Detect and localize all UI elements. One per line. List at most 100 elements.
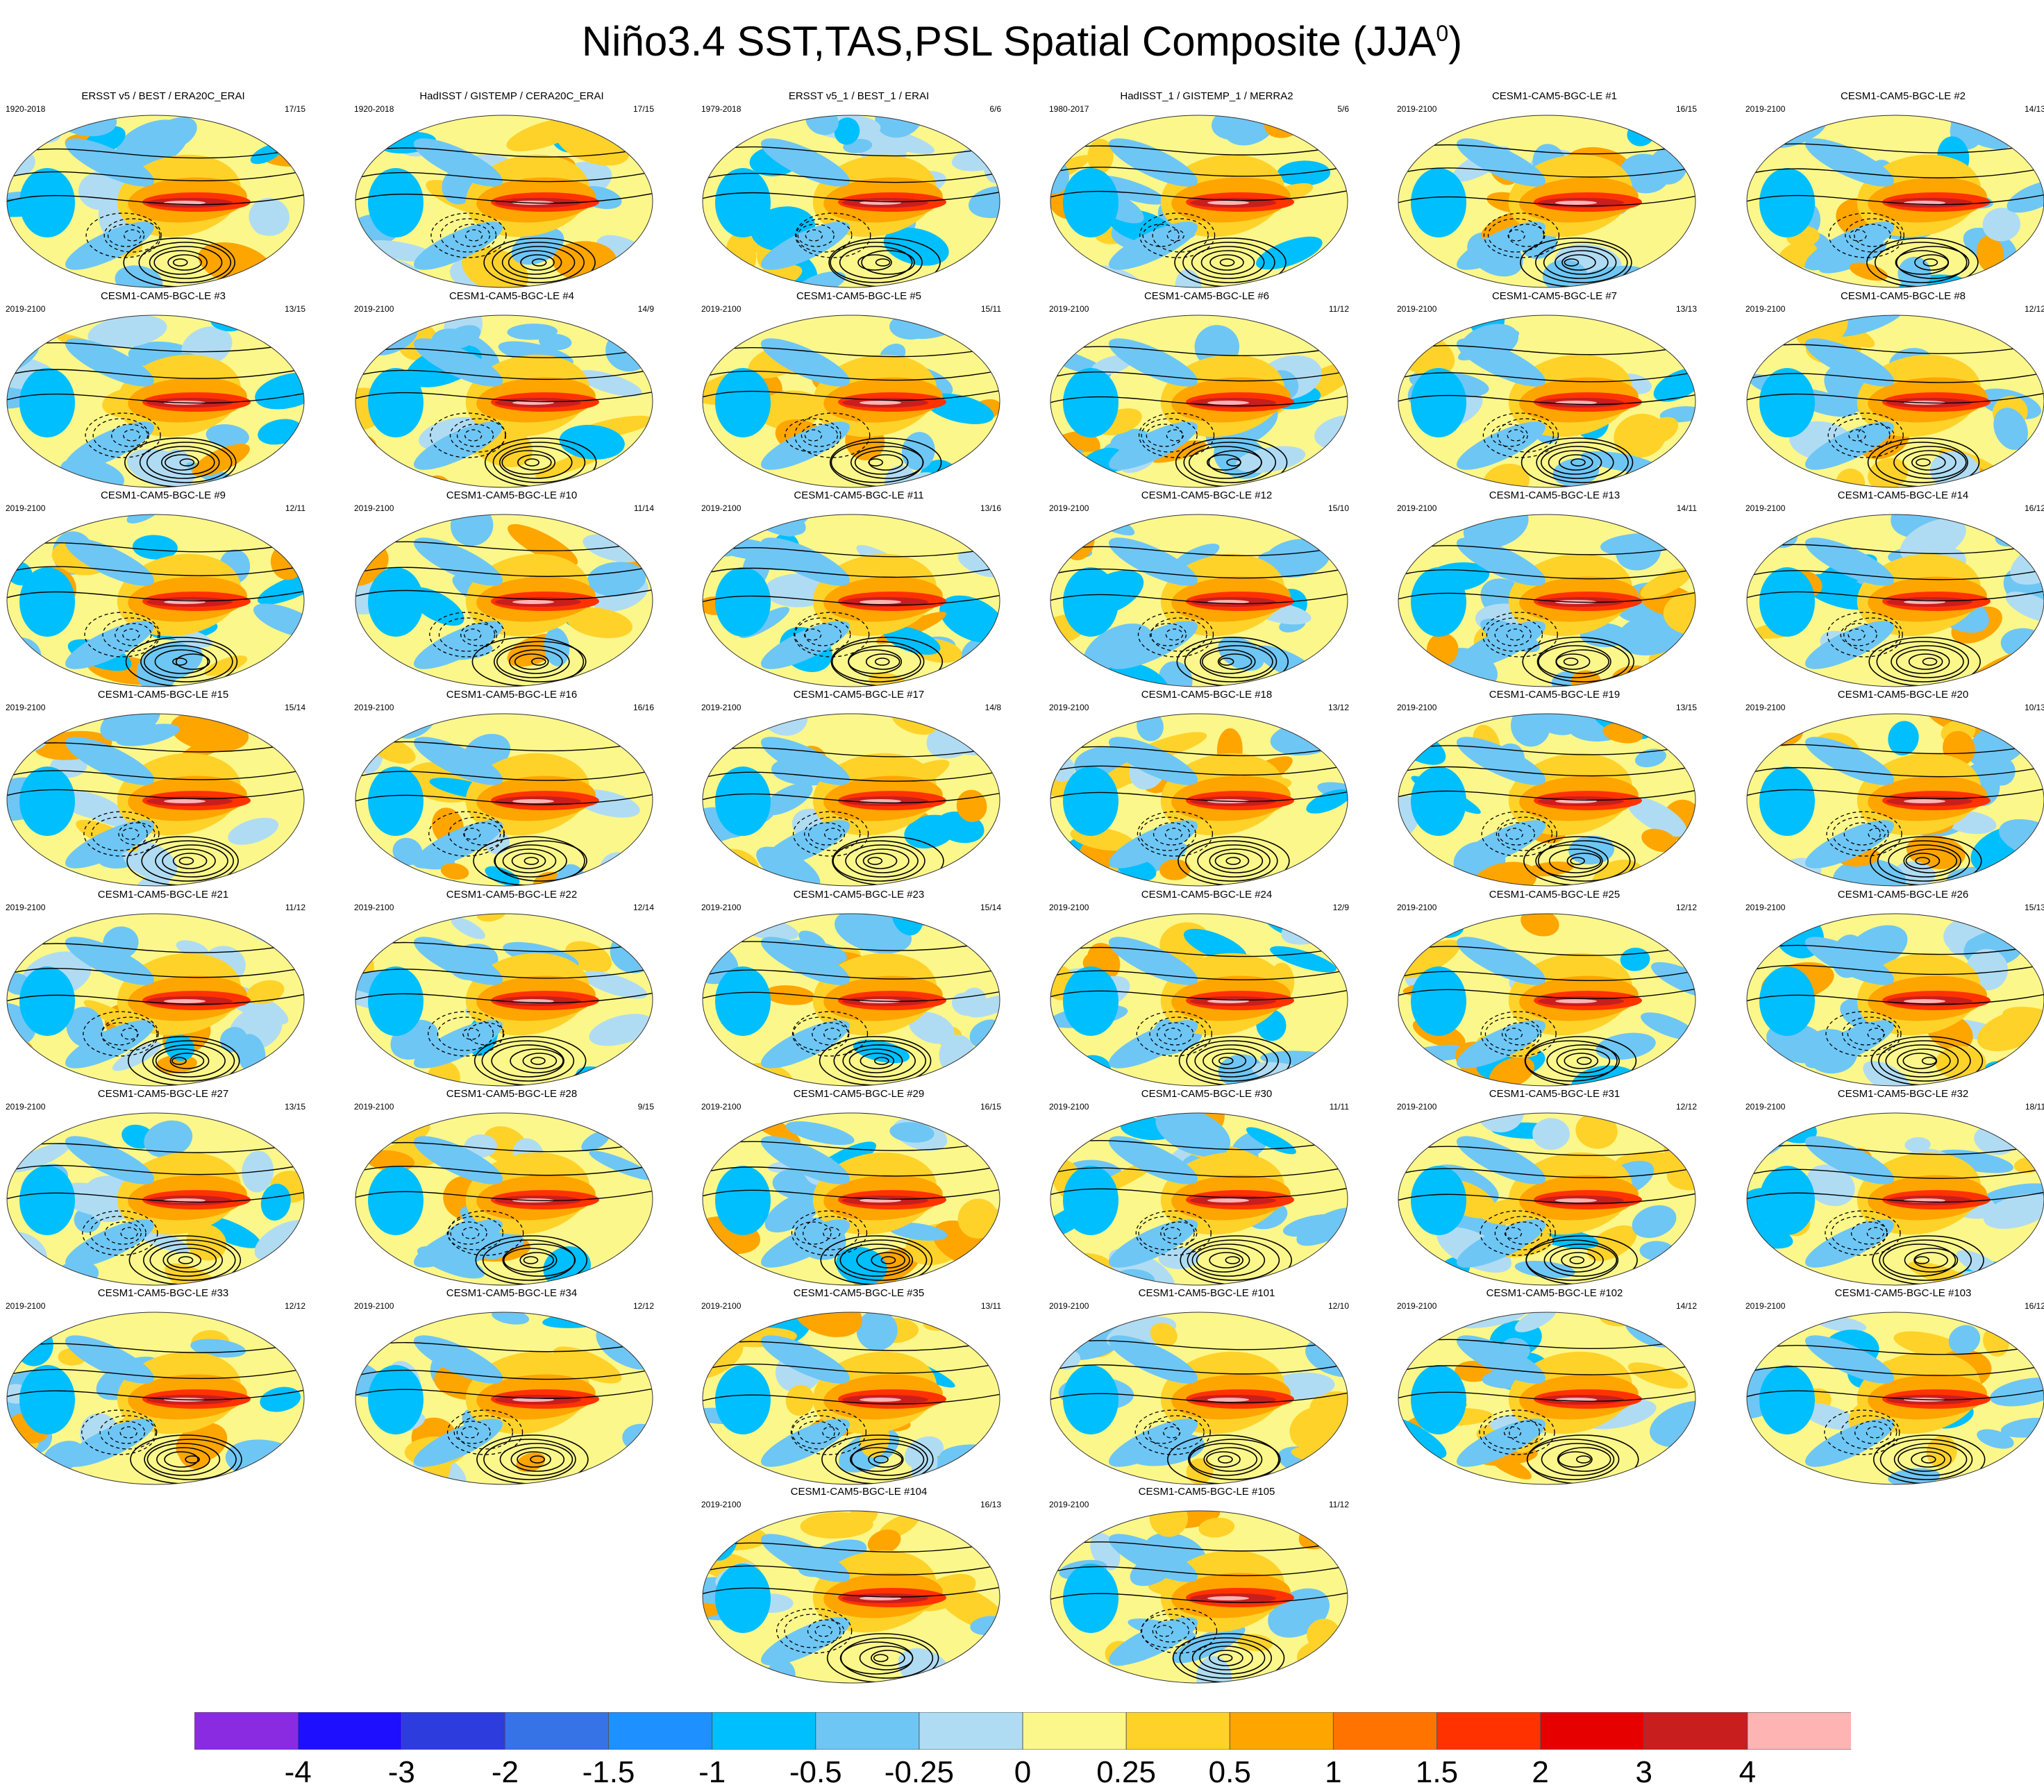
psl-contour-negative xyxy=(790,1409,867,1455)
anomaly-patch xyxy=(115,265,163,287)
cool-anomaly-region xyxy=(19,767,75,836)
anomaly-patch xyxy=(1175,269,1203,287)
psl-contour-positive xyxy=(1905,853,1941,869)
psl-contour-positive xyxy=(1879,1239,1972,1281)
psl-contour-negative xyxy=(1498,822,1536,846)
psl-contour-negative xyxy=(1491,424,1528,447)
psl-contour-negative xyxy=(1134,1409,1211,1455)
psl-contour-positive xyxy=(1209,1650,1243,1666)
psl-contour-zero xyxy=(1050,190,1348,201)
psl-contour-positive xyxy=(1536,641,1630,683)
anomaly-patch xyxy=(757,390,823,430)
psl-contour-positive xyxy=(142,1040,235,1082)
psl-contour-negative xyxy=(785,418,841,453)
psl-contour-negative xyxy=(795,212,871,258)
anomaly-patch xyxy=(956,789,987,822)
psl-contour-zero xyxy=(355,1368,653,1380)
psl-contour-positive xyxy=(482,1239,576,1281)
anomaly-patch xyxy=(589,1150,653,1180)
psl-contour-positive xyxy=(1182,242,1275,283)
cool-anomaly-region xyxy=(368,368,424,437)
psl-contour-positive xyxy=(1536,442,1629,483)
cool-anomaly-region xyxy=(1456,221,1546,270)
psl-contour-zero xyxy=(355,794,653,805)
map-panel: HadISST / GISTEMP / CERA20C_ERAI 1920-201… xyxy=(349,90,675,290)
colorbar-swatch xyxy=(1643,1712,1748,1750)
cool-anomaly-region xyxy=(1063,567,1119,637)
cool-anomaly-region xyxy=(368,767,424,836)
psl-contour-zero xyxy=(1747,1168,2044,1180)
psl-contour-positive xyxy=(1200,250,1255,275)
panel-years: 2019-2100 xyxy=(1397,503,1437,513)
map-plot xyxy=(1050,1112,1348,1286)
map-plot xyxy=(1398,1312,1696,1485)
map-outline xyxy=(1746,514,2044,687)
psl-contour-positive xyxy=(1895,250,1950,275)
cool-anomaly-region xyxy=(65,1219,155,1268)
psl-contour-zero xyxy=(703,191,1000,203)
anomaly-patch xyxy=(1675,1465,1695,1484)
colorbar-tick-label: -0.25 xyxy=(884,1755,955,1789)
psl-contour-negative xyxy=(823,1028,841,1040)
panel-count: 16/15 xyxy=(980,1102,1001,1112)
map-plot xyxy=(6,115,305,288)
anomaly-patch xyxy=(1888,1468,1941,1484)
anomaly-patch xyxy=(7,337,31,357)
cool-anomaly-region xyxy=(715,767,771,836)
panel-years: 2019-2100 xyxy=(1397,703,1437,712)
psl-contour-positive xyxy=(1535,844,1609,878)
anomaly-patch xyxy=(1651,962,1695,1000)
cool-anomaly-region xyxy=(760,937,851,985)
panel-years: 2019-2100 xyxy=(354,703,394,712)
colorbar-tick-label: 0.25 xyxy=(1096,1755,1156,1789)
anomaly-patch xyxy=(255,372,304,410)
psl-contour-positive xyxy=(840,1637,934,1679)
panel-title: CESM1-CAM5-BGC-LE #33 xyxy=(97,1287,229,1299)
psl-contour-negative xyxy=(111,424,149,447)
anomaly-patch xyxy=(538,333,572,351)
psl-contour-zero xyxy=(703,746,1000,757)
psl-contour-zero xyxy=(355,589,653,601)
panel-count: 6/6 xyxy=(989,104,1001,114)
map-outline xyxy=(1398,115,1696,288)
psl-contour-zero xyxy=(7,1191,304,1203)
panel-years: 2019-2100 xyxy=(6,903,46,912)
anomaly-patch xyxy=(355,855,378,878)
cool-anomaly-region xyxy=(760,621,851,669)
panel-years: 2019-2100 xyxy=(1397,104,1437,114)
anomaly-patch xyxy=(1641,1012,1695,1040)
anomaly-patch xyxy=(1289,1406,1341,1450)
map-plot xyxy=(1746,315,2044,488)
psl-contour-negative xyxy=(122,628,140,641)
panel-years: 1980-2017 xyxy=(1049,104,1089,114)
cool-anomaly-region xyxy=(65,737,155,785)
psl-contour-negative xyxy=(1160,1221,1198,1245)
peak-warm-anomaly xyxy=(860,600,901,604)
psl-contour-positive xyxy=(1911,1451,1945,1468)
psl-contour-negative xyxy=(122,828,140,840)
psl-contour-positive xyxy=(1875,442,1968,483)
anomaly-patch xyxy=(1935,1046,1986,1080)
panel-count: 13/15 xyxy=(1675,703,1697,712)
anomaly-patch xyxy=(485,866,520,886)
colorbar-swatch xyxy=(1332,1712,1438,1750)
psl-contour-positive xyxy=(531,258,547,267)
anomaly-patch xyxy=(553,1346,622,1384)
anomaly-patch xyxy=(144,1120,193,1158)
cool-anomaly-region xyxy=(1759,168,1815,237)
psl-contour-negative xyxy=(1505,1221,1543,1245)
panel-count: 18/11 xyxy=(2025,1102,2044,1112)
psl-contour-zero xyxy=(1398,988,1695,1000)
cool-anomaly-region xyxy=(368,966,424,1036)
psl-contour-negative xyxy=(1139,817,1196,851)
psl-contour-positive xyxy=(492,442,586,483)
map-plot xyxy=(1050,1510,1348,1684)
psl-contour-zero xyxy=(1747,392,2044,404)
cool-anomaly-region xyxy=(715,966,771,1036)
cool-anomaly-region xyxy=(1804,1136,1895,1184)
cool-anomaly-region xyxy=(760,421,851,470)
psl-contour-negative xyxy=(823,1227,841,1239)
map-outline xyxy=(6,713,305,887)
anomaly-patch xyxy=(246,980,285,1005)
anomaly-patch xyxy=(1948,1325,1981,1355)
